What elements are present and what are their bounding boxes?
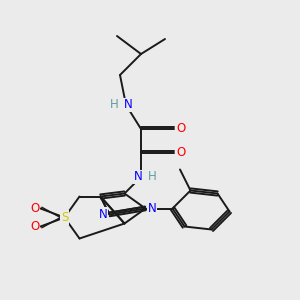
Text: N: N [148,202,157,215]
Text: S: S [61,211,68,224]
Text: N: N [134,170,142,184]
Text: N: N [98,208,107,221]
Text: H: H [148,170,157,184]
Text: O: O [176,122,185,136]
Text: O: O [30,202,39,215]
Text: H: H [110,98,119,112]
Text: N: N [124,98,133,112]
Text: O: O [30,220,39,233]
Text: O: O [176,146,185,160]
